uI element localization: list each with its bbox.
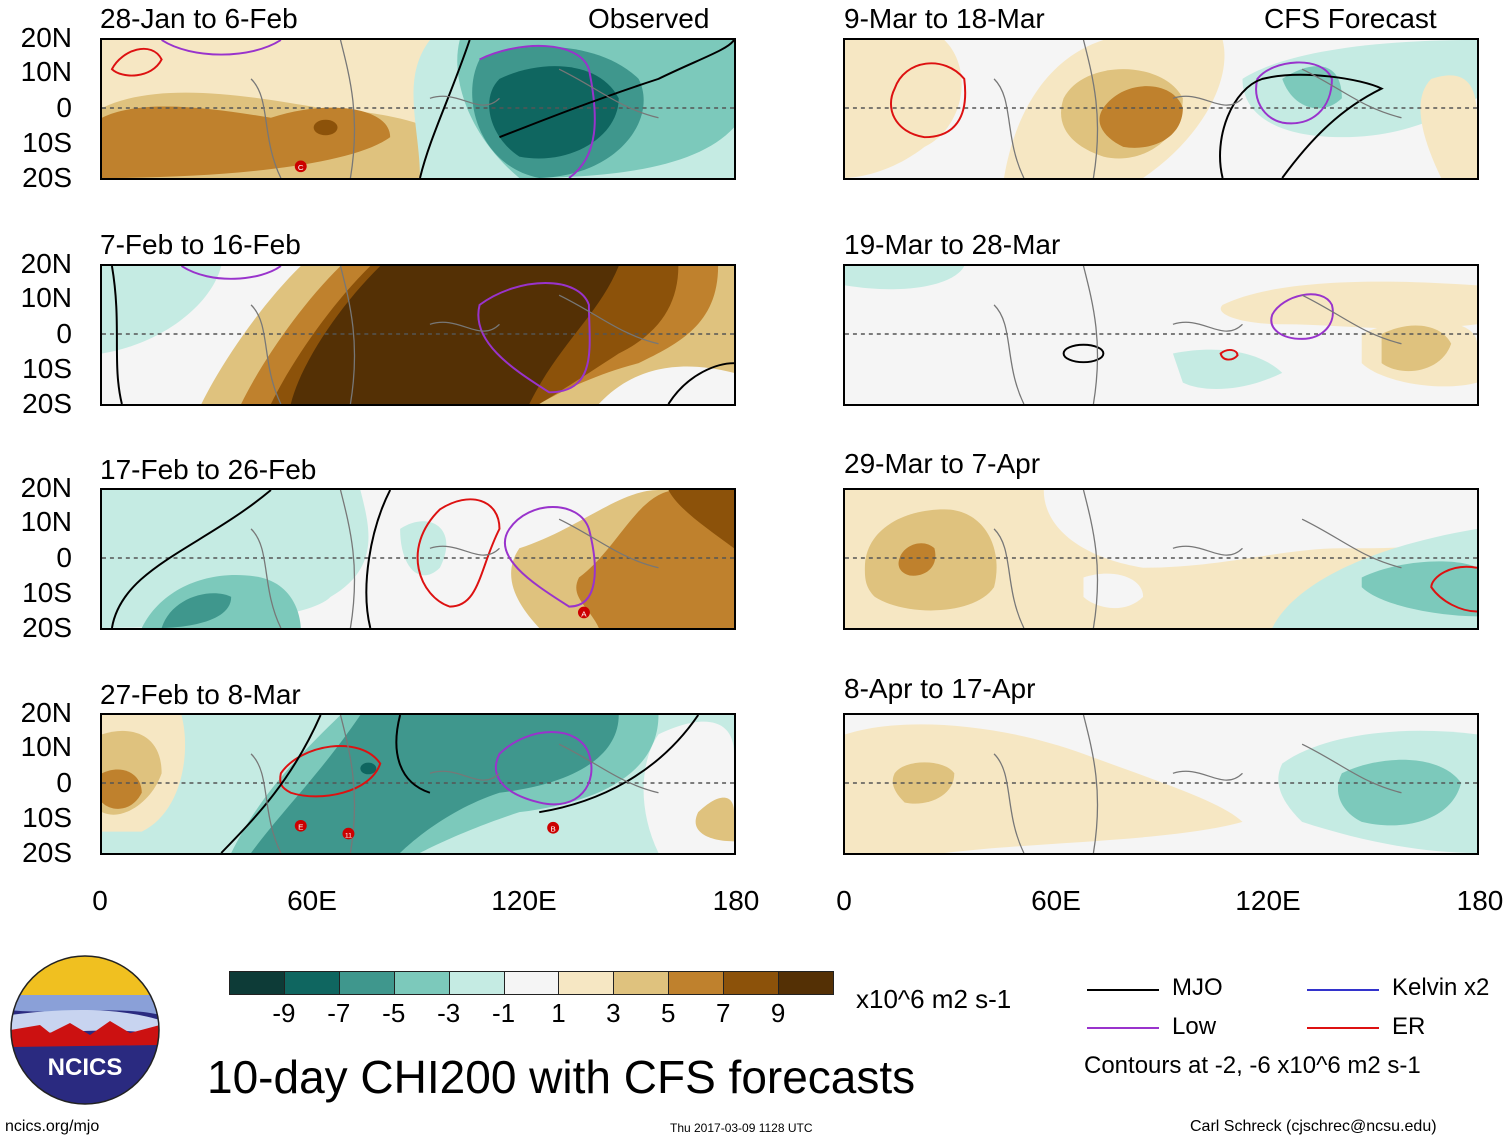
lon-label-left-180: 180	[712, 885, 760, 916]
cfs-forecast-label: CFS Forecast	[1264, 3, 1437, 34]
footer-url[interactable]: ncics.org/mjo	[5, 1118, 100, 1135]
lat-label-row3-0: 0	[56, 542, 72, 573]
panel-title-6: 19-Mar to 28-Mar	[844, 229, 1061, 260]
lon-label-right-180: 180	[1456, 885, 1504, 916]
lon-label-right-60e: 60E	[1031, 885, 1081, 916]
lat-label-row4-20s: 20S	[22, 837, 72, 868]
panel-title-8: 8-Apr to 17-Apr	[844, 673, 1036, 704]
footer-author: Carl Schreck (cjschrec@ncsu.edu)	[1190, 1118, 1437, 1135]
storm-marker-a: A	[577, 606, 590, 618]
colorbar-tick: 7	[715, 998, 731, 1028]
legend-er-line	[1307, 1027, 1379, 1029]
legend-kelvin-line	[1307, 989, 1379, 991]
colorbar-swatch	[283, 971, 340, 995]
map-panel-6	[843, 264, 1479, 406]
colorbar-units: x10^6 m2 s-1	[856, 984, 1012, 1014]
lat-label-row3-20n: 20N	[20, 472, 72, 503]
map-panel-5	[843, 38, 1479, 180]
panel-title-4: 27-Feb to 8-Mar	[100, 679, 301, 710]
lat-label-row2-10s: 10S	[22, 353, 72, 384]
lon-label-right-0: 0	[836, 885, 852, 916]
panel-title-3: 17-Feb to 26-Feb	[100, 454, 317, 485]
colorbar-swatch	[668, 971, 725, 995]
colorbar-swatch	[448, 971, 505, 995]
panel-title-5: 9-Mar to 18-Mar	[844, 3, 1045, 34]
legend-mjo-line	[1087, 989, 1159, 991]
legend-low-label: Low	[1172, 1013, 1217, 1040]
map-panel-4: E 11 B	[100, 713, 736, 855]
colorbar-tick: -5	[382, 998, 406, 1028]
storm-marker-11: 11	[342, 827, 355, 840]
colorbar-tick: 5	[661, 998, 676, 1028]
legend-mjo-label: MJO	[1172, 974, 1223, 1001]
map-panel-1: C	[100, 38, 736, 180]
storm-marker-e: E	[294, 819, 307, 832]
panel-title-1: 28-Jan to 6-Feb	[100, 3, 298, 34]
lat-label-row3-10n: 10N	[20, 506, 72, 537]
lat-label-row1-0: 0	[56, 92, 72, 123]
colorbar-swatch	[393, 971, 450, 995]
colorbar-tick: -9	[272, 998, 296, 1028]
colorbar-tick: 1	[551, 998, 566, 1028]
colorbar-swatch	[723, 971, 780, 995]
footer-timestamp: Thu 2017-03-09 1128 UTC	[670, 1121, 813, 1135]
svg-text:B: B	[550, 825, 555, 834]
map-panel-3: A	[100, 488, 736, 630]
map-panel-2	[100, 264, 736, 406]
colorbar-tick: -3	[437, 998, 461, 1028]
legend-kelvin-label: Kelvin x2	[1392, 974, 1490, 1001]
svg-text:11: 11	[345, 833, 352, 840]
lat-label-row2-20n: 20N	[20, 248, 72, 279]
legend-low-line	[1087, 1027, 1159, 1029]
main-title: 10-day CHI200 with CFS forecasts	[207, 1051, 916, 1103]
lon-label-left-0: 0	[92, 885, 108, 916]
svg-text:A: A	[581, 609, 587, 618]
lat-label-row4-20n: 20N	[20, 697, 72, 728]
svg-text:C: C	[298, 163, 304, 172]
svg-text:NCICS: NCICS	[48, 1054, 123, 1081]
storm-marker-b: B	[547, 821, 560, 834]
svg-text:E: E	[298, 823, 303, 832]
lat-label-row1-20n: 20N	[20, 22, 72, 53]
map-panel-8	[843, 713, 1479, 855]
lon-label-left-120e: 120E	[491, 885, 557, 916]
lat-label-row2-10n: 10N	[20, 282, 72, 313]
lat-label-row1-20s: 20S	[22, 162, 72, 193]
contours-note: Contours at -2, -6 x10^6 m2 s-1	[1084, 1052, 1421, 1079]
panel-title-2: 7-Feb to 16-Feb	[100, 229, 301, 260]
map-panel-7	[843, 488, 1479, 630]
lon-label-left-60e: 60E	[287, 885, 337, 916]
colorbar-swatch	[558, 971, 615, 995]
colorbar-tick: -7	[327, 998, 351, 1028]
colorbar-swatch	[338, 971, 395, 995]
lat-label-row3-20s: 20S	[22, 612, 72, 643]
lat-label-row4-0: 0	[56, 767, 72, 798]
lat-label-row1-10s: 10S	[22, 127, 72, 158]
observed-label: Observed	[588, 3, 710, 34]
storm-marker-c: C	[294, 160, 307, 172]
colorbar-tick: 3	[606, 998, 621, 1028]
lat-label-row3-10s: 10S	[22, 577, 72, 608]
lat-label-row2-0: 0	[56, 318, 72, 349]
colorbar-swatch	[503, 971, 560, 995]
colorbar-tick: -1	[491, 998, 516, 1028]
lat-label-row4-10n: 10N	[20, 731, 72, 762]
colorbar-swatch	[778, 971, 834, 995]
lat-label-row1-10n: 10N	[20, 56, 72, 87]
lat-label-row2-20s: 20S	[22, 388, 72, 419]
lat-label-row4-10s: 10S	[22, 802, 72, 833]
colorbar-swatch	[229, 971, 285, 995]
colorbar-tick: 9	[770, 998, 786, 1028]
legend-er-label: ER	[1392, 1013, 1426, 1040]
colorbar-swatch	[613, 971, 670, 995]
lon-label-right-120e: 120E	[1235, 885, 1301, 916]
ncics-logo: NCICS	[10, 955, 160, 1105]
panel-title-7: 29-Mar to 7-Apr	[844, 448, 1041, 479]
colorbar	[229, 971, 834, 995]
